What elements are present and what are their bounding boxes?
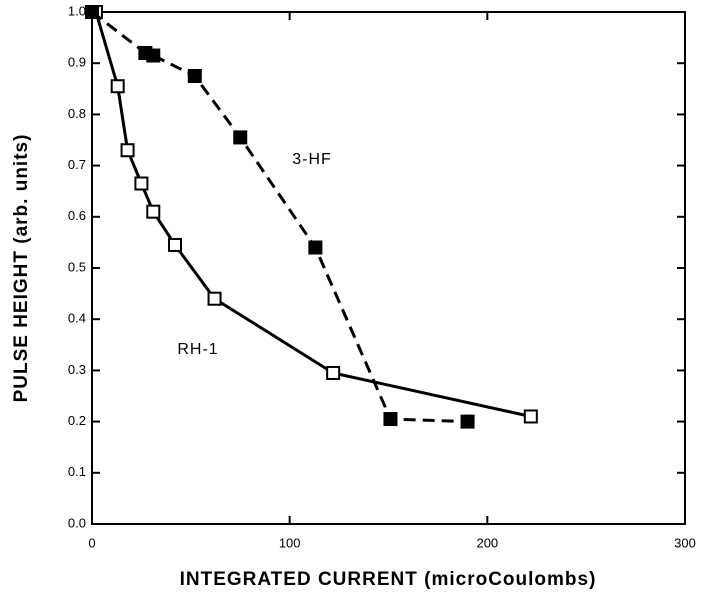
marker [85,5,99,19]
y-tick-label: 0.1 [68,464,86,479]
annotation: RH-1 [177,341,218,358]
y-tick-label: 0.7 [68,157,86,172]
marker [168,237,183,252]
marker [120,143,135,158]
marker [207,291,222,306]
marker [134,176,149,191]
marker [146,48,161,63]
y-tick-label: 1.0 [68,3,86,18]
annotation: 3-HF [292,151,332,168]
marker [146,204,161,219]
marker [110,79,125,94]
plot-frame [91,11,686,525]
marker [308,240,323,255]
x-tick-label: 300 [674,535,696,550]
marker [326,365,341,380]
y-tick-label: 0.3 [68,362,86,377]
y-tick-label: 0.2 [68,413,86,428]
y-tick-label: 0.4 [68,311,86,326]
series-line [94,11,532,418]
x-tick-label: 100 [279,535,301,550]
y-tick-label: 0.0 [68,515,86,530]
marker [523,409,538,424]
y-axis-title: PULSE HEIGHT (arb. units) [11,134,32,403]
marker [233,130,248,145]
y-tick-label: 0.8 [68,106,86,121]
y-tick-label: 0.5 [68,259,86,274]
x-tick-label: 200 [476,535,498,550]
y-tick-label: 0.6 [68,208,86,223]
marker [383,412,398,427]
x-axis-title: INTEGRATED CURRENT (microCoulombs) [180,569,597,590]
marker [187,69,202,83]
y-tick-label: 0.9 [68,55,86,70]
marker [460,414,475,429]
x-tick-label: 0 [88,535,95,550]
